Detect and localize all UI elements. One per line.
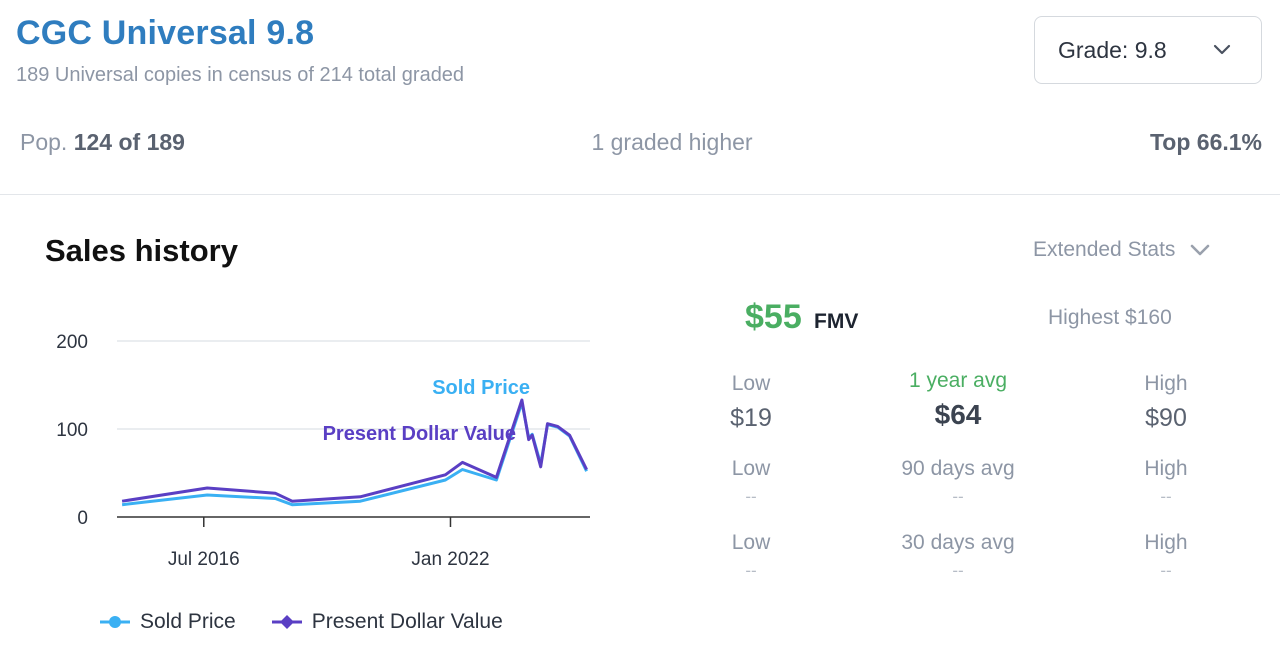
present-dollar-legend-marker: [271, 615, 302, 629]
stat-value: --: [745, 487, 757, 506]
population-prefix: Pop.: [20, 129, 68, 155]
y-tick-label: 100: [56, 420, 88, 441]
section-divider: [0, 194, 1280, 195]
stat-low-30d: Low --: [661, 531, 841, 581]
stat-value: --: [1160, 487, 1172, 506]
stat-value: --: [745, 561, 757, 580]
extended-stats-label: Extended Stats: [1033, 238, 1176, 261]
population-value: 124 of 189: [73, 129, 185, 155]
stat-label: Low: [731, 372, 771, 395]
stat-low-1y: Low $19: [661, 372, 841, 433]
stat-label: Low: [731, 531, 771, 554]
extended-stats-toggle[interactable]: Extended Stats: [1033, 238, 1211, 262]
stat-avg-30d: 30 days avg --: [868, 531, 1048, 581]
legend-label-present-dollar-value: Present Dollar Value: [311, 610, 503, 633]
chevron-down-icon: [1191, 244, 1210, 256]
stat-label: 30 days avg: [901, 531, 1015, 554]
present-dollar-value-line: [121, 398, 588, 503]
chevron-down-icon: [1213, 44, 1231, 55]
top-percentile: Top 66.1%: [1149, 129, 1262, 155]
grade-select-value: Grade: 9.8: [1058, 36, 1167, 63]
present-dollar-value-annotation: Present Dollar Value: [323, 423, 516, 445]
population-count: Pop. 124 of 189: [20, 129, 185, 156]
chart-legend: Sold Price Present Dollar Value: [100, 610, 503, 634]
legend-label-sold-price: Sold Price: [140, 610, 236, 633]
legend-item-sold-price[interactable]: Sold Price: [100, 610, 236, 634]
stat-label: 1 year avg: [908, 369, 1008, 392]
grade-select[interactable]: Grade: 9.8: [1034, 16, 1262, 84]
stat-value: $64: [934, 399, 982, 430]
stat-avg-1y: 1 year avg $64: [868, 369, 1048, 431]
stat-avg-90d: 90 days avg --: [868, 457, 1048, 507]
page-title: CGC Universal 9.8: [16, 14, 315, 52]
sales-history-chart: 0 100 200 Jul 2016 Jan 2022 Sold Price Present…: [56, 332, 590, 570]
stat-label: High: [1144, 457, 1188, 480]
fmv-label: FMV: [814, 310, 859, 333]
legend-item-present-dollar-value[interactable]: Present Dollar Value: [271, 610, 503, 634]
census-subtitle: 189 Universal copies in census of 214 to…: [16, 64, 465, 86]
stat-high-90d: High --: [1076, 457, 1256, 507]
stat-value: --: [1160, 561, 1172, 580]
y-tick-label: 200: [56, 332, 88, 353]
stat-label: High: [1144, 372, 1188, 395]
stat-low-90d: Low --: [661, 457, 841, 507]
stat-label: Low: [731, 457, 771, 480]
sold-price-legend-marker: [100, 616, 130, 628]
x-tick-label: Jul 2016: [168, 549, 240, 570]
sold-price-annotation: Sold Price: [432, 377, 530, 399]
stat-value: $90: [1145, 404, 1187, 432]
stat-value: $19: [730, 404, 772, 432]
stat-value: --: [952, 487, 964, 506]
stat-high-1y: High $90: [1076, 372, 1256, 433]
fmv-price: $55: [745, 298, 802, 336]
stat-label: 90 days avg: [901, 457, 1015, 480]
x-tick-label: Jan 2022: [411, 549, 489, 570]
highest-price: Highest $160: [1048, 306, 1172, 329]
stat-value: --: [952, 561, 964, 580]
y-tick-label: 0: [77, 508, 88, 529]
graded-higher-count: 1 graded higher: [591, 129, 753, 155]
stat-high-30d: High --: [1076, 531, 1256, 581]
sales-history-heading: Sales history: [45, 233, 238, 268]
stat-label: High: [1144, 531, 1188, 554]
